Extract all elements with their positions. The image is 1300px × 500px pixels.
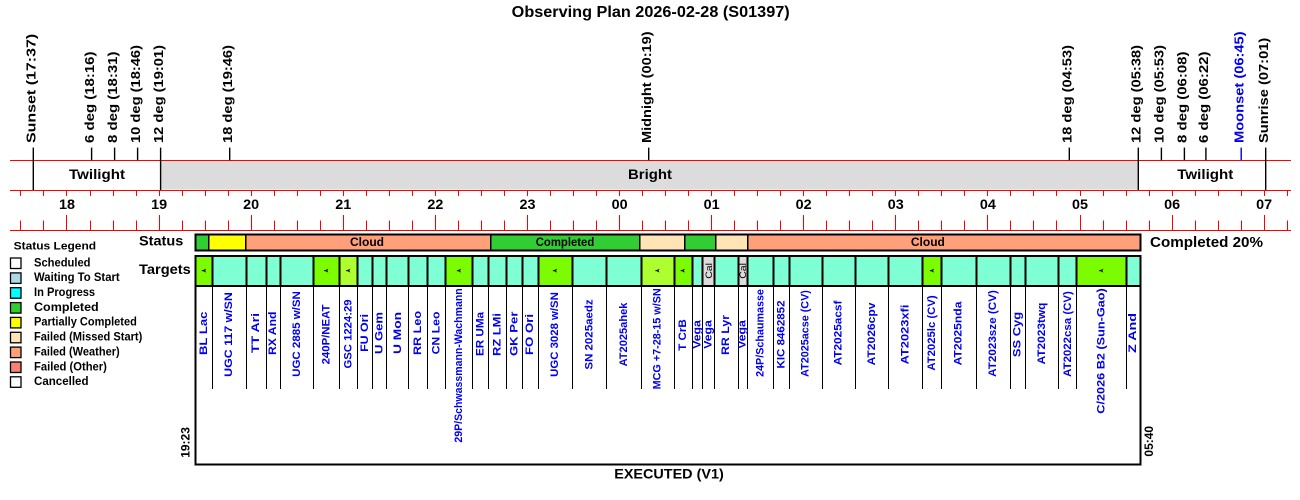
svg-text:AT2023xfi: AT2023xfi (900, 305, 912, 365)
svg-text:05: 05 (1072, 197, 1089, 212)
svg-text:AT2023sze (CV): AT2023sze (CV) (987, 290, 999, 377)
svg-text:02: 02 (796, 197, 812, 212)
svg-text:AT2026cpv: AT2026cpv (866, 302, 878, 366)
svg-text:Observing Plan 2026-02-28 (S01: Observing Plan 2026-02-28 (S01397) (512, 4, 790, 21)
svg-text:Cal: Cal (738, 263, 749, 279)
svg-text:CN Leo: CN Leo (430, 311, 442, 354)
svg-text:04: 04 (980, 197, 997, 212)
svg-text:RZ LMi: RZ LMi (492, 313, 504, 356)
svg-text:22: 22 (427, 197, 443, 212)
svg-text:FO Ori: FO Ori (524, 314, 536, 355)
svg-text:AT2025ahek: AT2025ahek (618, 302, 630, 367)
svg-text:Vega: Vega (737, 319, 749, 349)
svg-text:23: 23 (520, 197, 537, 212)
svg-text:UGC 117 w/SN: UGC 117 w/SN (223, 292, 235, 377)
svg-text:UGC 3028 w/SN: UGC 3028 w/SN (549, 292, 561, 377)
svg-text:05:40: 05:40 (1142, 426, 1156, 457)
svg-text:T CrB: T CrB (677, 319, 689, 351)
svg-text:00: 00 (612, 197, 628, 212)
svg-text:Midnight (00:19): Midnight (00:19) (639, 31, 654, 143)
svg-text:Vega: Vega (691, 319, 703, 349)
svg-text:01: 01 (704, 197, 721, 212)
svg-text:Failed (Other): Failed (Other) (34, 359, 107, 373)
svg-text:MCG +7-28-15 w/SN: MCG +7-28-15 w/SN (652, 288, 664, 389)
svg-text:12 deg (19:01): 12 deg (19:01) (151, 45, 166, 143)
svg-text:03: 03 (888, 197, 905, 212)
svg-text:Sunrise (07:01): Sunrise (07:01) (1256, 38, 1271, 143)
svg-text:Completed: Completed (536, 235, 595, 249)
svg-text:U Gem: U Gem (374, 312, 386, 354)
svg-text:KIC 8462852: KIC 8462852 (775, 301, 787, 369)
svg-text:AT2025acse (CV): AT2025acse (CV) (800, 290, 812, 377)
svg-text:6 deg (06:22): 6 deg (06:22) (1196, 52, 1211, 144)
svg-text:20: 20 (243, 197, 259, 212)
svg-text:UGC 2885 w/SN: UGC 2885 w/SN (291, 291, 303, 377)
svg-text:AT2022csa (CV): AT2022csa (CV) (1062, 291, 1074, 377)
svg-text:GSC 1224:29: GSC 1224:29 (342, 299, 354, 368)
svg-text:Moonset (06:45): Moonset (06:45) (1231, 31, 1246, 143)
svg-text:GK Per: GK Per (509, 311, 521, 356)
svg-text:In Progress: In Progress (34, 285, 95, 299)
svg-text:Z And: Z And (1127, 313, 1139, 353)
svg-text:19: 19 (151, 197, 167, 212)
svg-text:AT2025acsf: AT2025acsf (833, 300, 845, 365)
svg-text:24P/Schaumasse: 24P/Schaumasse (754, 289, 766, 377)
svg-text:EXECUTED (V1): EXECUTED (V1) (614, 466, 724, 481)
svg-text:Scheduled: Scheduled (34, 255, 91, 269)
svg-text:21: 21 (335, 197, 352, 212)
svg-text:ER UMa: ER UMa (475, 311, 487, 356)
svg-text:Completed 20%: Completed 20% (1150, 235, 1263, 251)
svg-text:Bright: Bright (628, 167, 673, 182)
svg-text:Targets: Targets (139, 262, 191, 277)
svg-text:18 deg (04:53): 18 deg (04:53) (1060, 45, 1075, 143)
svg-text:Cloud: Cloud (350, 235, 384, 249)
svg-text:19:23: 19:23 (179, 427, 193, 458)
svg-text:8 deg (18:31): 8 deg (18:31) (105, 52, 120, 144)
svg-text:AT2025lc (CV): AT2025lc (CV) (926, 295, 938, 371)
svg-text:Sunset (17:37): Sunset (17:37) (24, 34, 39, 143)
svg-text:Completed: Completed (34, 300, 99, 314)
svg-text:29P/Schwassmann-Wachmann: 29P/Schwassmann-Wachmann (453, 288, 465, 443)
svg-text:BL Lac: BL Lac (198, 312, 210, 356)
svg-text:10 deg (05:53): 10 deg (05:53) (1152, 45, 1167, 143)
svg-text:Cal: Cal (704, 263, 715, 279)
svg-text:RR Lyr: RR Lyr (720, 314, 732, 355)
svg-text:Waiting To Start: Waiting To Start (34, 270, 120, 284)
svg-text:Status Legend: Status Legend (14, 240, 97, 252)
svg-text:8 deg (06:08): 8 deg (06:08) (1175, 52, 1190, 144)
svg-text:18 deg (19:46): 18 deg (19:46) (220, 45, 235, 143)
svg-text:12 deg (05:38): 12 deg (05:38) (1129, 45, 1144, 143)
svg-text:C/2026 B2 (Sun-Gao): C/2026 B2 (Sun-Gao) (1095, 288, 1107, 414)
svg-text:Failed (Missed Start): Failed (Missed Start) (34, 330, 142, 344)
svg-text:Vega: Vega (703, 319, 715, 349)
svg-text:Status: Status (139, 233, 183, 248)
svg-text:AT2023twq: AT2023twq (1036, 303, 1048, 365)
svg-text:18: 18 (59, 197, 76, 212)
svg-text:AT2025nda: AT2025nda (953, 301, 965, 366)
svg-text:06: 06 (1164, 197, 1181, 212)
svg-text:RR Leo: RR Leo (412, 311, 424, 355)
svg-text:RX And: RX And (267, 312, 279, 356)
svg-text:Partially Completed: Partially Completed (34, 315, 137, 329)
svg-text:240P/NEAT: 240P/NEAT (320, 304, 332, 364)
svg-text:10 deg (18:46): 10 deg (18:46) (128, 45, 143, 143)
svg-text:Twilight: Twilight (69, 167, 126, 182)
svg-text:SS Cyg: SS Cyg (1012, 312, 1024, 357)
svg-text:U Mon: U Mon (392, 312, 404, 354)
svg-text:Cloud: Cloud (911, 235, 945, 249)
svg-text:TT Ari: TT Ari (250, 313, 262, 353)
svg-text:FU Ori: FU Ori (359, 314, 371, 352)
svg-text:Cancelled: Cancelled (34, 374, 89, 388)
svg-text:6 deg (18:16): 6 deg (18:16) (82, 52, 97, 144)
svg-text:07: 07 (1256, 197, 1272, 212)
svg-text:Failed (Weather): Failed (Weather) (34, 344, 120, 358)
svg-text:Twilight: Twilight (1177, 167, 1234, 182)
svg-text:SN 2025aedz: SN 2025aedz (583, 299, 595, 370)
